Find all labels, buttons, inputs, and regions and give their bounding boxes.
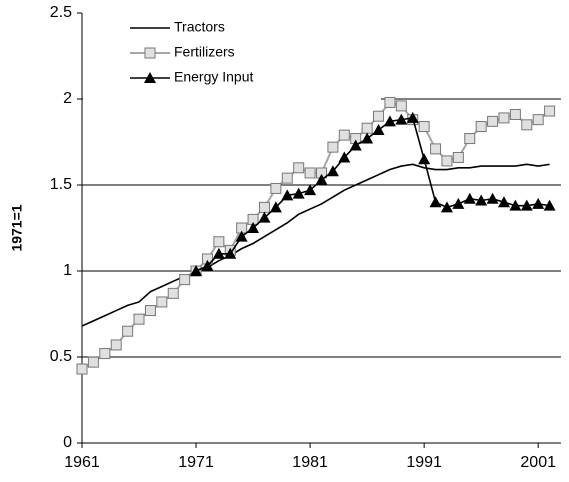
y-tick-label: 2 — [63, 90, 72, 107]
marker — [418, 121, 430, 133]
marker — [293, 162, 305, 174]
marker — [475, 121, 487, 133]
marker — [441, 155, 453, 167]
marker — [270, 182, 282, 194]
marker — [144, 305, 156, 317]
x-tick-label: 1991 — [406, 454, 442, 471]
y-tick-label: 0.5 — [50, 348, 72, 365]
marker — [520, 199, 533, 211]
legend-label: Tractors — [174, 19, 225, 35]
marker — [122, 325, 134, 337]
y-tick-label: 2.5 — [50, 4, 72, 21]
x-tick-label: 1981 — [292, 454, 328, 471]
marker — [338, 151, 351, 163]
marker — [464, 133, 476, 145]
marker — [383, 115, 396, 127]
marker — [361, 122, 373, 134]
marker — [224, 247, 237, 259]
marker — [452, 151, 464, 163]
marker — [133, 313, 145, 325]
marker — [258, 211, 271, 223]
marker — [430, 143, 442, 155]
legend-label: Energy Input — [174, 69, 253, 85]
marker — [497, 196, 510, 208]
y-tick-label: 0 — [63, 434, 72, 451]
marker — [269, 201, 282, 213]
marker — [235, 230, 248, 242]
marker — [372, 123, 385, 135]
marker — [429, 196, 442, 208]
x-tick-label: 2001 — [520, 454, 556, 471]
marker — [212, 247, 225, 259]
marker — [544, 105, 556, 117]
marker — [532, 114, 544, 126]
marker — [509, 199, 522, 211]
marker — [281, 189, 294, 201]
series-line — [81, 163, 550, 327]
marker — [179, 274, 191, 286]
marker — [509, 108, 521, 120]
marker — [440, 201, 453, 213]
marker — [76, 363, 88, 375]
marker — [326, 165, 339, 177]
marker — [384, 96, 396, 108]
x-tick-label: 1961 — [64, 454, 100, 471]
marker — [463, 192, 476, 204]
series-line — [81, 101, 551, 370]
marker — [201, 259, 214, 271]
marker — [338, 129, 350, 141]
marker — [167, 287, 179, 299]
marker — [304, 184, 317, 196]
x-tick-label: 1971 — [178, 454, 214, 471]
marker — [292, 187, 305, 199]
marker — [156, 296, 168, 308]
legend: Tractors Fertilizers Energy Input — [83, 13, 381, 105]
marker — [486, 192, 499, 204]
marker — [281, 172, 293, 184]
marker — [543, 199, 556, 211]
y-axis-label: 1971=1 — [9, 204, 25, 251]
marker — [418, 153, 431, 165]
marker — [361, 132, 374, 144]
marker — [373, 110, 385, 122]
marker — [349, 139, 362, 151]
marker — [258, 201, 270, 213]
marker — [304, 167, 316, 179]
marker — [213, 236, 225, 248]
marker — [532, 197, 545, 209]
marker — [521, 119, 533, 131]
y-tick-label: 1.5 — [50, 176, 72, 193]
marker — [87, 356, 99, 368]
series-line — [195, 117, 550, 272]
y-tick-label: 1 — [63, 262, 72, 279]
marker — [395, 113, 408, 125]
marker — [247, 222, 260, 233]
marker — [452, 197, 465, 209]
marker — [144, 47, 156, 59]
marker — [487, 115, 499, 127]
marker — [395, 100, 407, 112]
marker — [315, 173, 328, 185]
marker — [190, 265, 203, 276]
marker — [498, 112, 510, 124]
marker — [99, 348, 111, 360]
marker — [327, 141, 339, 153]
marker — [475, 194, 488, 206]
marker — [406, 111, 419, 123]
legend-label: Fertilizers — [174, 44, 235, 60]
marker — [110, 339, 122, 351]
marker — [144, 72, 156, 83]
